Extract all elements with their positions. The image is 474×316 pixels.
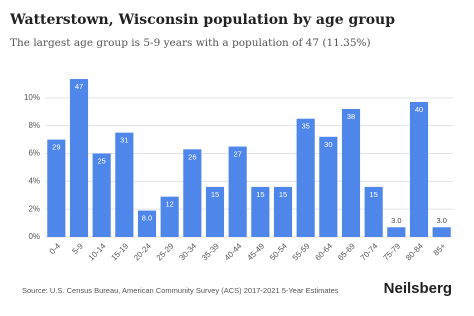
x-tick-label: 70-74 bbox=[359, 241, 380, 262]
data-label: 40 bbox=[415, 105, 423, 114]
chart-subtitle: The largest age group is 5-9 years with … bbox=[10, 37, 371, 49]
bar bbox=[319, 136, 338, 237]
data-label: 35 bbox=[301, 122, 309, 131]
x-tick-label: 45-49 bbox=[245, 241, 266, 262]
x-tick-label: 15-19 bbox=[109, 241, 130, 262]
bar bbox=[364, 186, 383, 237]
y-tick-label: 4% bbox=[28, 176, 40, 185]
data-label: 29 bbox=[52, 143, 60, 152]
x-tick-label: 0-4 bbox=[48, 241, 63, 256]
source: Source: U.S. Census Bureau, American Com… bbox=[22, 286, 339, 295]
bar bbox=[296, 118, 315, 237]
bar bbox=[228, 146, 247, 237]
data-label: 25 bbox=[97, 156, 105, 165]
brand: Neilsberg bbox=[384, 280, 452, 297]
x-tick-label: 35-39 bbox=[200, 241, 221, 262]
x-tick-label: 85+ bbox=[432, 241, 448, 257]
x-tick-label: 75-79 bbox=[381, 241, 402, 262]
x-tick-label: 80-84 bbox=[404, 241, 425, 262]
bar bbox=[92, 153, 111, 237]
data-label: 31 bbox=[120, 136, 128, 145]
x-tick-label: 25-29 bbox=[155, 241, 176, 262]
bar bbox=[432, 227, 451, 237]
bar bbox=[387, 227, 406, 237]
bar bbox=[409, 102, 429, 237]
y-tick-label: 6% bbox=[28, 149, 40, 158]
data-label: 3.0 bbox=[391, 216, 401, 225]
data-label: 3.0 bbox=[436, 216, 446, 225]
x-tick-label: 10-14 bbox=[87, 241, 108, 262]
bar bbox=[273, 186, 293, 237]
bar bbox=[137, 210, 157, 237]
x-tick-label: 65-69 bbox=[336, 241, 357, 262]
data-label: 8.0 bbox=[142, 214, 152, 223]
x-tick-label: 5-9 bbox=[70, 241, 85, 256]
bar bbox=[341, 108, 361, 237]
data-label: 12 bbox=[165, 200, 173, 209]
y-tick-label: 0% bbox=[28, 232, 40, 241]
bar bbox=[160, 196, 179, 237]
bar bbox=[69, 79, 89, 237]
bar bbox=[47, 139, 66, 237]
data-label: 15 bbox=[211, 190, 219, 199]
y-tick-label: 10% bbox=[24, 93, 40, 102]
bar bbox=[205, 186, 225, 237]
x-tick-label: 40-44 bbox=[223, 241, 244, 262]
data-label: 15 bbox=[369, 190, 377, 199]
x-tick-label: 50-54 bbox=[268, 241, 289, 262]
x-tick-label: 20-24 bbox=[132, 241, 153, 262]
chart-title: Watterstown, Wisconsin population by age… bbox=[9, 12, 395, 28]
x-tick-label: 60-64 bbox=[313, 241, 334, 262]
data-label: 26 bbox=[188, 152, 196, 161]
bar bbox=[183, 149, 202, 237]
x-tick-label: 55-59 bbox=[291, 241, 312, 262]
data-label: 38 bbox=[347, 112, 355, 121]
bar bbox=[115, 132, 134, 237]
data-label: 47 bbox=[75, 82, 83, 91]
bar bbox=[251, 186, 270, 237]
data-label: 15 bbox=[256, 190, 264, 199]
data-label: 30 bbox=[324, 140, 332, 149]
x-tick-label: 30-34 bbox=[177, 241, 198, 262]
y-tick-label: 8% bbox=[28, 121, 40, 130]
data-label: 15 bbox=[279, 190, 287, 199]
y-tick-label: 2% bbox=[28, 204, 40, 213]
data-label: 27 bbox=[233, 150, 241, 159]
